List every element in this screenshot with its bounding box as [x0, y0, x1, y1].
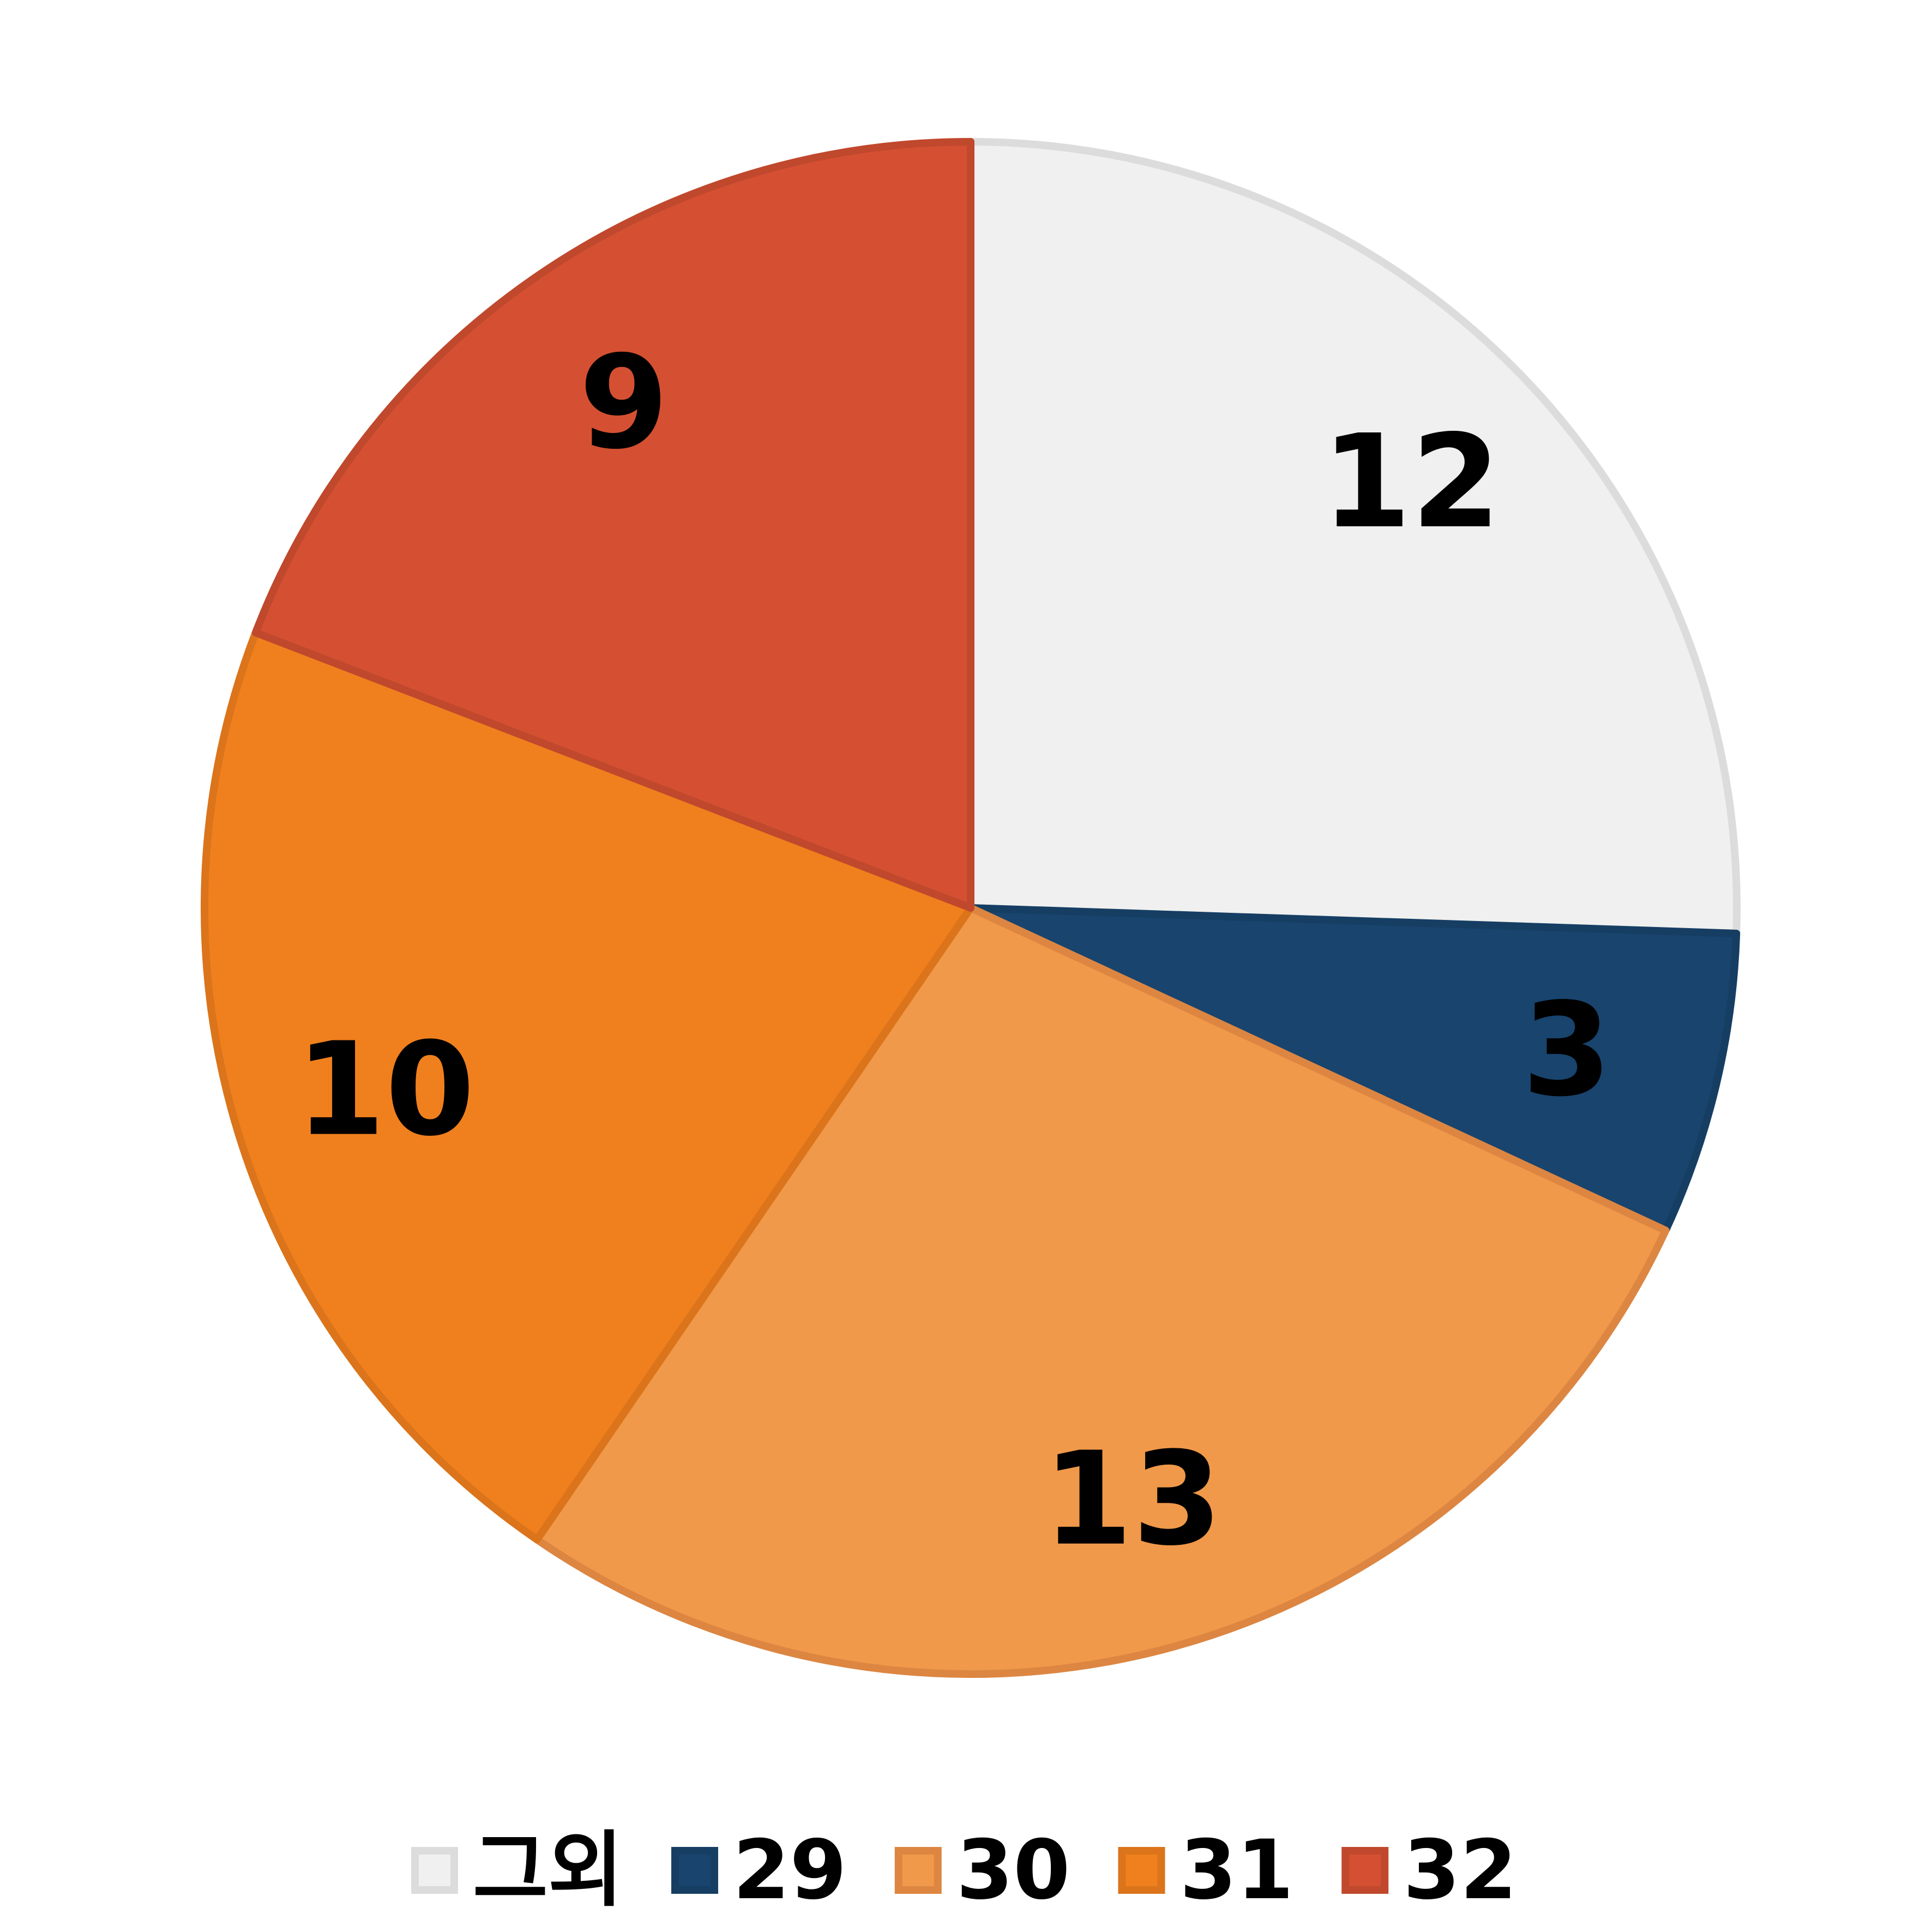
legend-label: 30	[956, 1823, 1070, 1918]
pie-slice-그외	[967, 138, 1741, 937]
slice-value-label: 9	[579, 328, 669, 478]
legend-item-30: 30	[894, 1823, 1070, 1918]
pie-slice-30	[533, 904, 1670, 1678]
legend-label: 그외	[473, 1823, 623, 1918]
legend: 그외 29 30 31 32	[411, 1823, 1517, 1918]
slice-value-label: 3	[1522, 975, 1611, 1125]
slice-value-label: 12	[1322, 407, 1501, 557]
pie-slice-29	[967, 904, 1741, 1235]
pie-slice-32	[251, 138, 974, 912]
legend-item-29: 29	[671, 1823, 847, 1918]
legend-label: 32	[1403, 1823, 1517, 1918]
legend-swatch	[671, 1847, 719, 1894]
slice-value-label: 10	[296, 1015, 474, 1165]
legend-label: 29	[733, 1823, 847, 1918]
slice-value-label: 13	[1043, 1424, 1222, 1574]
legend-item-31: 31	[1118, 1823, 1294, 1918]
pie-slices	[201, 138, 1741, 1678]
legend-label: 31	[1180, 1823, 1294, 1918]
legend-swatch	[894, 1847, 942, 1894]
legend-item-그외: 그외	[411, 1823, 623, 1918]
legend-swatch	[411, 1847, 458, 1894]
slice-value-labels: 12 3 13 10 9	[296, 328, 1611, 1574]
legend-item-32: 32	[1341, 1823, 1517, 1918]
pie-slice-31	[201, 629, 974, 1544]
legend-swatch	[1341, 1847, 1389, 1894]
legend-swatch	[1118, 1847, 1165, 1894]
